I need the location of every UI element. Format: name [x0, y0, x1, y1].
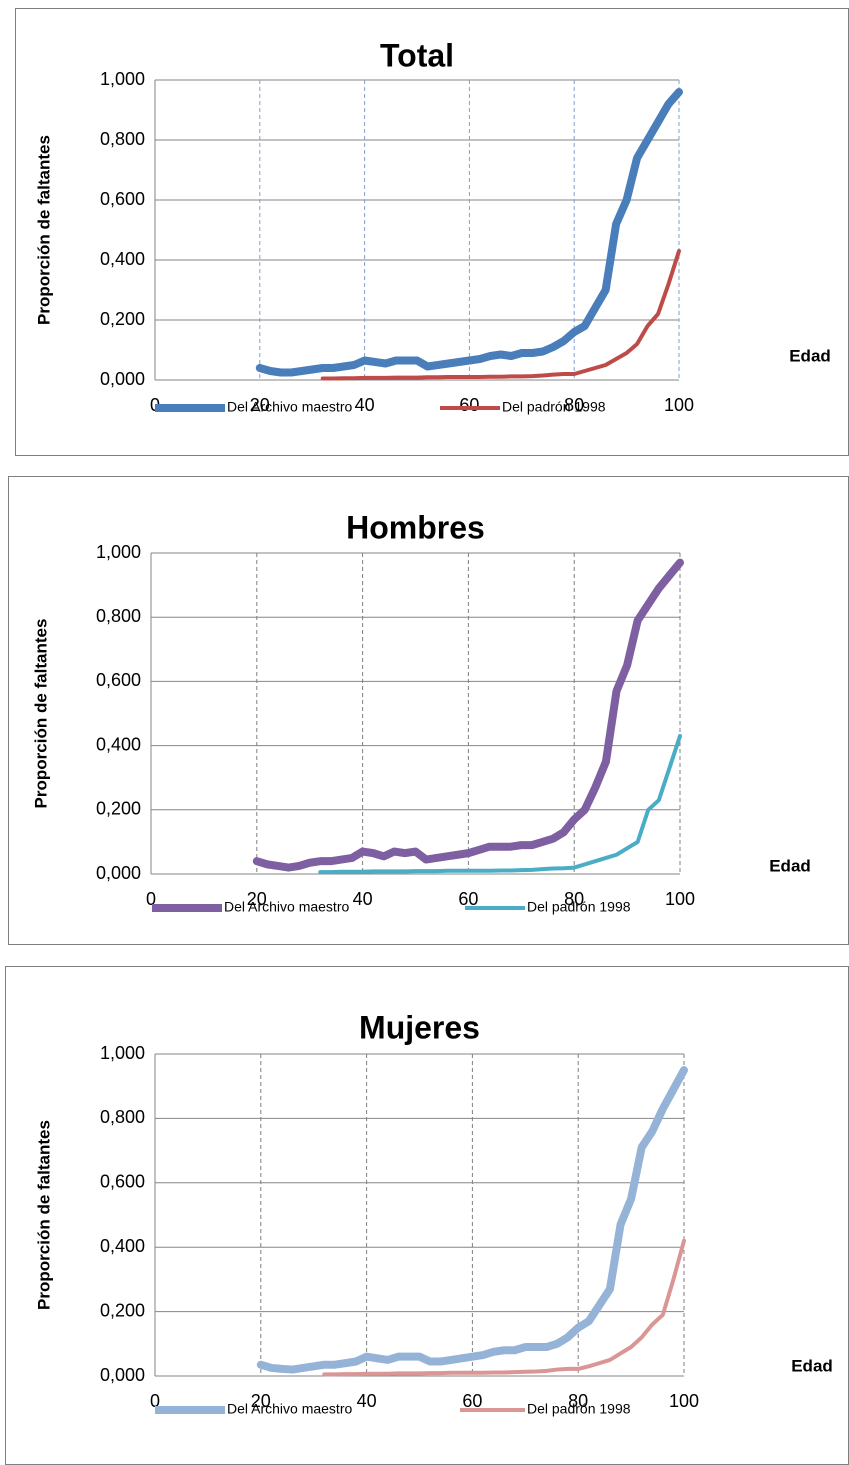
- x-tick-label: 100: [665, 889, 695, 909]
- series-line: [256, 1066, 688, 1374]
- x-tick-label: 20: [251, 1391, 271, 1411]
- x-axis-label: Edad: [769, 856, 811, 875]
- legend-label: Del Archivo maestro: [224, 899, 349, 915]
- legend-label: Del padrón 1998: [502, 399, 606, 415]
- chart-title: Hombres: [346, 509, 485, 545]
- series-line: [255, 88, 683, 377]
- y-tick-label: 0,800: [100, 1107, 145, 1127]
- y-tick-label: 0,600: [100, 189, 145, 209]
- x-tick-label: 80: [568, 1391, 588, 1411]
- y-tick-label: 0,200: [96, 799, 141, 819]
- legend-label: Del padrón 1998: [527, 899, 631, 915]
- y-tick-label: 0,800: [100, 129, 145, 149]
- y-axis-label: Proporción de faltantes: [34, 1120, 53, 1310]
- x-tick-label: 20: [250, 395, 270, 415]
- x-tick-label: 80: [564, 889, 584, 909]
- x-tick-label: 100: [669, 1391, 699, 1411]
- x-axis-label: Edad: [791, 1356, 833, 1375]
- y-tick-label: 0,400: [96, 734, 141, 754]
- y-tick-label: 0,200: [100, 309, 145, 329]
- x-tick-label: 40: [357, 1391, 377, 1411]
- x-tick-label: 20: [247, 889, 267, 909]
- y-tick-label: 1,000: [100, 1043, 145, 1063]
- y-tick-label: 0,800: [96, 606, 141, 626]
- series-line: [320, 249, 681, 381]
- x-tick-label: 60: [459, 395, 479, 415]
- chart-title: Total: [380, 37, 454, 73]
- legend-label: Del Archivo maestro: [227, 399, 352, 415]
- legend-label: Del Archivo maestro: [227, 1401, 352, 1417]
- y-tick-label: 0,000: [100, 1365, 145, 1385]
- x-tick-label: 0: [150, 1391, 160, 1411]
- y-tick-label: 0,200: [100, 1300, 145, 1320]
- y-axis-label: Proporción de faltantes: [34, 135, 53, 325]
- series-line: [318, 733, 682, 875]
- y-tick-label: 0,400: [100, 1236, 145, 1256]
- x-tick-label: 40: [353, 889, 373, 909]
- x-tick-label: 40: [355, 395, 375, 415]
- chart-title: Mujeres: [359, 1009, 480, 1045]
- x-tick-label: 80: [564, 395, 584, 415]
- y-tick-label: 0,400: [100, 249, 145, 269]
- y-tick-label: 0,600: [100, 1172, 145, 1192]
- x-tick-label: 60: [462, 1391, 482, 1411]
- y-tick-label: 1,000: [100, 69, 145, 89]
- series-line: [322, 1238, 686, 1377]
- x-axis-label: Edad: [789, 346, 831, 365]
- y-tick-label: 0,000: [100, 369, 145, 389]
- x-tick-label: 60: [458, 889, 478, 909]
- y-tick-label: 0,000: [96, 863, 141, 883]
- y-tick-label: 0,600: [96, 670, 141, 690]
- series-line: [252, 558, 684, 872]
- y-axis-label: Proporción de faltantes: [31, 619, 50, 809]
- legend-label: Del padrón 1998: [527, 1401, 631, 1417]
- x-tick-label: 100: [664, 395, 694, 415]
- y-tick-label: 1,000: [96, 542, 141, 562]
- x-tick-label: 0: [146, 889, 156, 909]
